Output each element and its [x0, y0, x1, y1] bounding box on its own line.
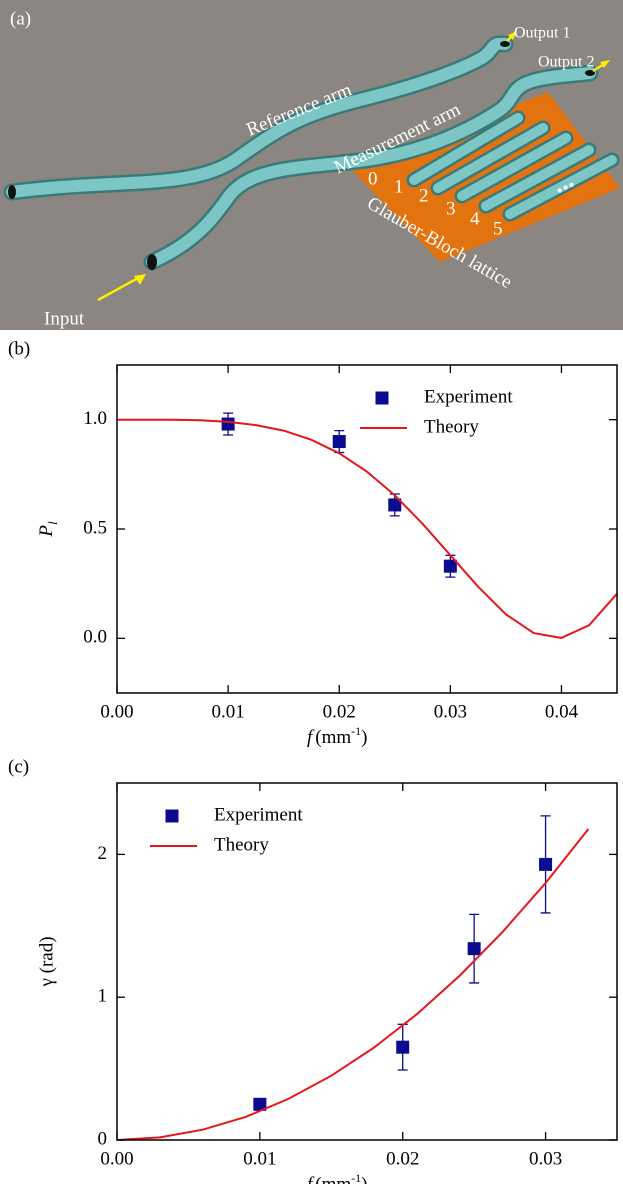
legend-label: Theory	[214, 834, 269, 855]
theory-line	[117, 418, 618, 639]
site-label: 3	[446, 198, 456, 219]
legend-swatch	[375, 391, 389, 405]
legend-label: Experiment	[424, 386, 513, 407]
site-label: 1	[394, 176, 404, 197]
panel-a: (a) Input Output 1 Output 2 Reference ar…	[0, 0, 623, 330]
panel-label: (c)	[8, 756, 29, 777]
x-tick-label: 0.02	[323, 701, 356, 722]
x-tick-label: 0.04	[545, 701, 579, 722]
legend-label: Experiment	[214, 804, 303, 825]
data-point	[443, 559, 457, 573]
x-axis-label-part: (mm	[315, 727, 351, 748]
y-axis-label-part: P	[36, 525, 57, 538]
data-point	[467, 942, 481, 956]
y-axis-label: Pl	[36, 521, 60, 538]
legend-label: Theory	[424, 416, 479, 437]
arrows	[97, 31, 610, 302]
x-tick-label: 0.03	[434, 701, 467, 722]
site-label: 4	[470, 208, 480, 229]
panel-label: (b)	[8, 338, 30, 359]
x-tick-label: 0.01	[211, 701, 244, 722]
x-tick-label: 0.03	[529, 1148, 562, 1169]
output-label: Output 2	[538, 54, 594, 71]
data-point	[253, 1097, 267, 1111]
output-label: Output 1	[514, 25, 570, 42]
site-label: 0	[368, 168, 378, 189]
x-axis-label-part: f	[307, 727, 315, 748]
x-axis-label-part: -1	[351, 1171, 361, 1184]
x-axis-label-part: -1	[351, 724, 361, 738]
y-tick-label: 0.0	[83, 627, 107, 648]
x-tick-label: 0.01	[243, 1148, 276, 1169]
x-axis-label-part: (mm	[315, 1174, 351, 1184]
y-axis-label-part: l	[45, 521, 60, 525]
site-label: 2	[419, 185, 429, 206]
data-point	[539, 857, 553, 871]
legend-swatch	[165, 809, 179, 823]
input-label: Input	[44, 308, 85, 329]
x-tick-label: 0.00	[100, 701, 133, 722]
x-axis-label: f(mm-1)	[307, 724, 368, 749]
x-tick-label: 0.00	[100, 1148, 133, 1169]
x-axis-label: f(mm-1)	[307, 1171, 368, 1184]
y-tick-label: 0.5	[83, 517, 107, 538]
y-axis-label: γ (rad)	[36, 936, 57, 987]
panel-label: (a)	[10, 8, 31, 29]
waveguides	[3, 35, 620, 271]
site-label: 5	[493, 218, 503, 239]
data-point	[221, 417, 235, 431]
data-point	[396, 1040, 410, 1054]
data-point	[332, 435, 346, 449]
plot-frame	[116, 364, 618, 694]
plot-frame	[116, 782, 618, 1141]
y-tick-label: 2	[98, 843, 108, 864]
x-tick-label: 0.02	[386, 1148, 419, 1169]
x-axis-label-part: f	[307, 1174, 315, 1184]
y-tick-label: 1	[98, 986, 108, 1007]
y-tick-label: 0	[98, 1128, 108, 1149]
x-axis-label-part: )	[361, 727, 367, 748]
theory-line	[116, 828, 590, 1141]
y-tick-label: 1.0	[83, 408, 107, 429]
x-axis-label-part: )	[361, 1174, 367, 1184]
data-point	[388, 498, 402, 512]
